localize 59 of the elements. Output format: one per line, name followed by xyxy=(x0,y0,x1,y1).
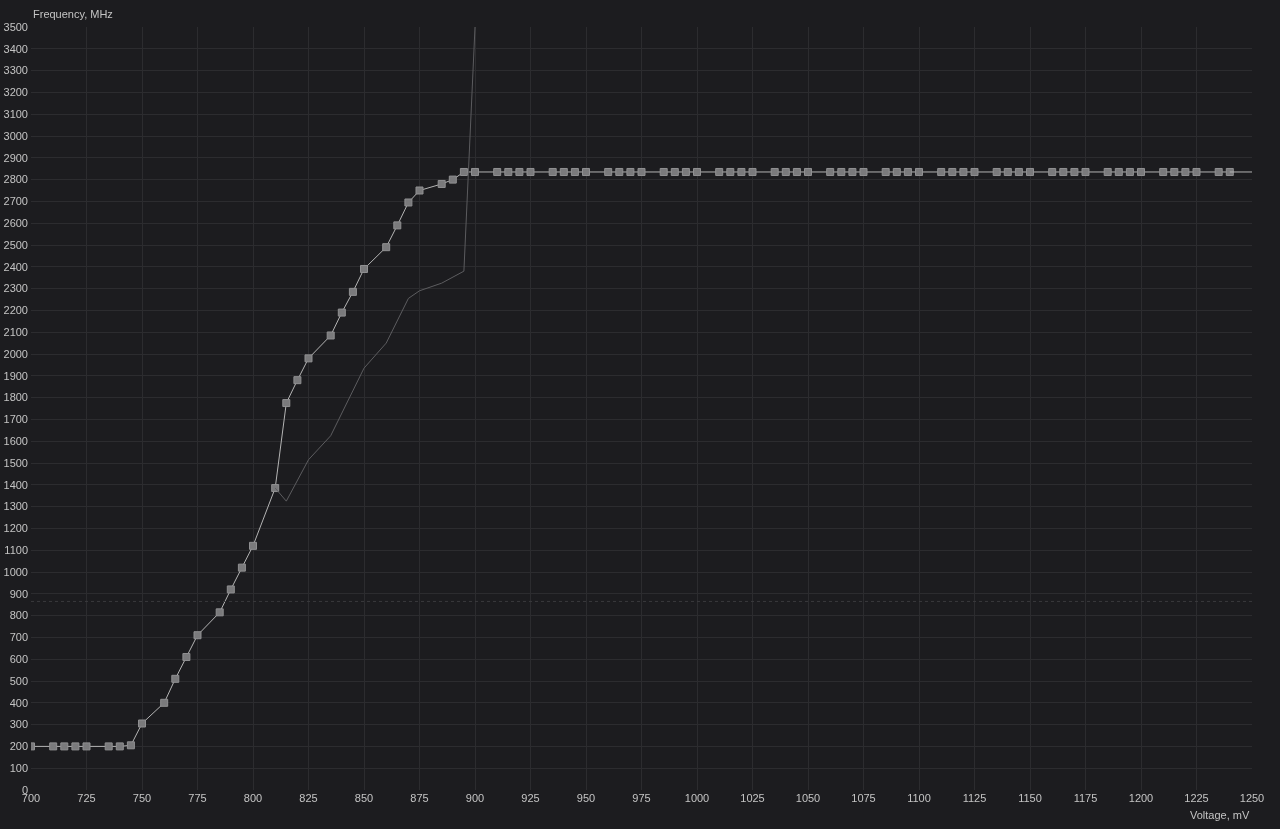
y-tick-label: 3300 xyxy=(3,64,28,77)
x-tick-label: 925 xyxy=(521,792,540,804)
y-tick-label: 200 xyxy=(9,740,28,753)
x-tick-label: 775 xyxy=(188,792,207,804)
y-tick-label: 3500 xyxy=(3,20,28,33)
y-tick-label: 1900 xyxy=(3,369,28,382)
x-tick-label: 1225 xyxy=(1184,792,1209,804)
y-tick-label: 3400 xyxy=(3,42,28,55)
y-tick-label: 300 xyxy=(9,718,28,731)
y-tick-label: 400 xyxy=(9,696,28,709)
y-tick-label: 800 xyxy=(9,609,28,622)
y-tick-label: 3200 xyxy=(3,86,28,99)
x-tick-label: 750 xyxy=(132,792,152,804)
x-tick-label: 1150 xyxy=(1018,792,1042,804)
y-tick-label: 1700 xyxy=(3,413,28,426)
y-tick-label: 2400 xyxy=(3,260,28,273)
x-tick-label: 875 xyxy=(410,792,429,804)
x-tick-label: 850 xyxy=(354,792,374,804)
x-tick-label: 950 xyxy=(576,792,596,804)
y-axis-title: Frequency, MHz xyxy=(33,8,113,20)
x-tick-label: 1000 xyxy=(684,792,710,804)
y-tick-label: 2100 xyxy=(3,326,28,339)
y-tick-label: 3000 xyxy=(3,129,28,142)
y-tick-label: 600 xyxy=(9,653,28,666)
y-tick-label: 2000 xyxy=(3,347,28,360)
x-tick-label: 1100 xyxy=(907,792,931,804)
x-tick-label: 900 xyxy=(465,792,485,804)
y-tick-label: 700 xyxy=(9,631,28,644)
y-tick-label: 500 xyxy=(9,674,28,687)
x-tick-label: 1175 xyxy=(1073,792,1098,804)
y-tick-label: 1400 xyxy=(3,478,28,491)
x-tick-label: 1250 xyxy=(1239,792,1265,804)
x-axis-title: Voltage, mV xyxy=(1190,809,1250,821)
x-tick-label: 1125 xyxy=(962,792,987,804)
y-tick-label: 1600 xyxy=(3,435,28,448)
x-tick-label: 825 xyxy=(299,792,318,804)
y-tick-label: 1100 xyxy=(4,544,28,557)
y-tick-label: 2700 xyxy=(3,195,28,208)
x-tick-label: 1075 xyxy=(851,792,876,804)
x-tick-label: 1050 xyxy=(795,792,821,804)
y-tick-label: 2900 xyxy=(3,151,28,164)
x-tick-label: 975 xyxy=(632,792,651,804)
y-tick-label: 1200 xyxy=(3,522,28,535)
y-tick-label: 2200 xyxy=(3,304,28,317)
y-tick-label: 1000 xyxy=(3,565,28,578)
y-tick-label: 1800 xyxy=(3,391,28,404)
y-tick-label: 2800 xyxy=(3,173,28,186)
y-tick-label: 1500 xyxy=(3,456,28,469)
x-tick-label: 1200 xyxy=(1128,792,1154,804)
y-tick-label: 900 xyxy=(9,587,28,600)
x-tick-label: 1025 xyxy=(740,792,765,804)
y-tick-label: 2300 xyxy=(3,282,28,295)
y-tick-label: 2600 xyxy=(3,217,28,230)
x-tick-label: 800 xyxy=(243,792,263,804)
y-tick-label: 3100 xyxy=(3,108,28,121)
y-tick-label: 100 xyxy=(9,762,28,775)
y-tick-label: 2500 xyxy=(3,238,28,251)
y-tick-label: 1300 xyxy=(3,500,28,513)
x-tick-label: 725 xyxy=(77,792,96,804)
